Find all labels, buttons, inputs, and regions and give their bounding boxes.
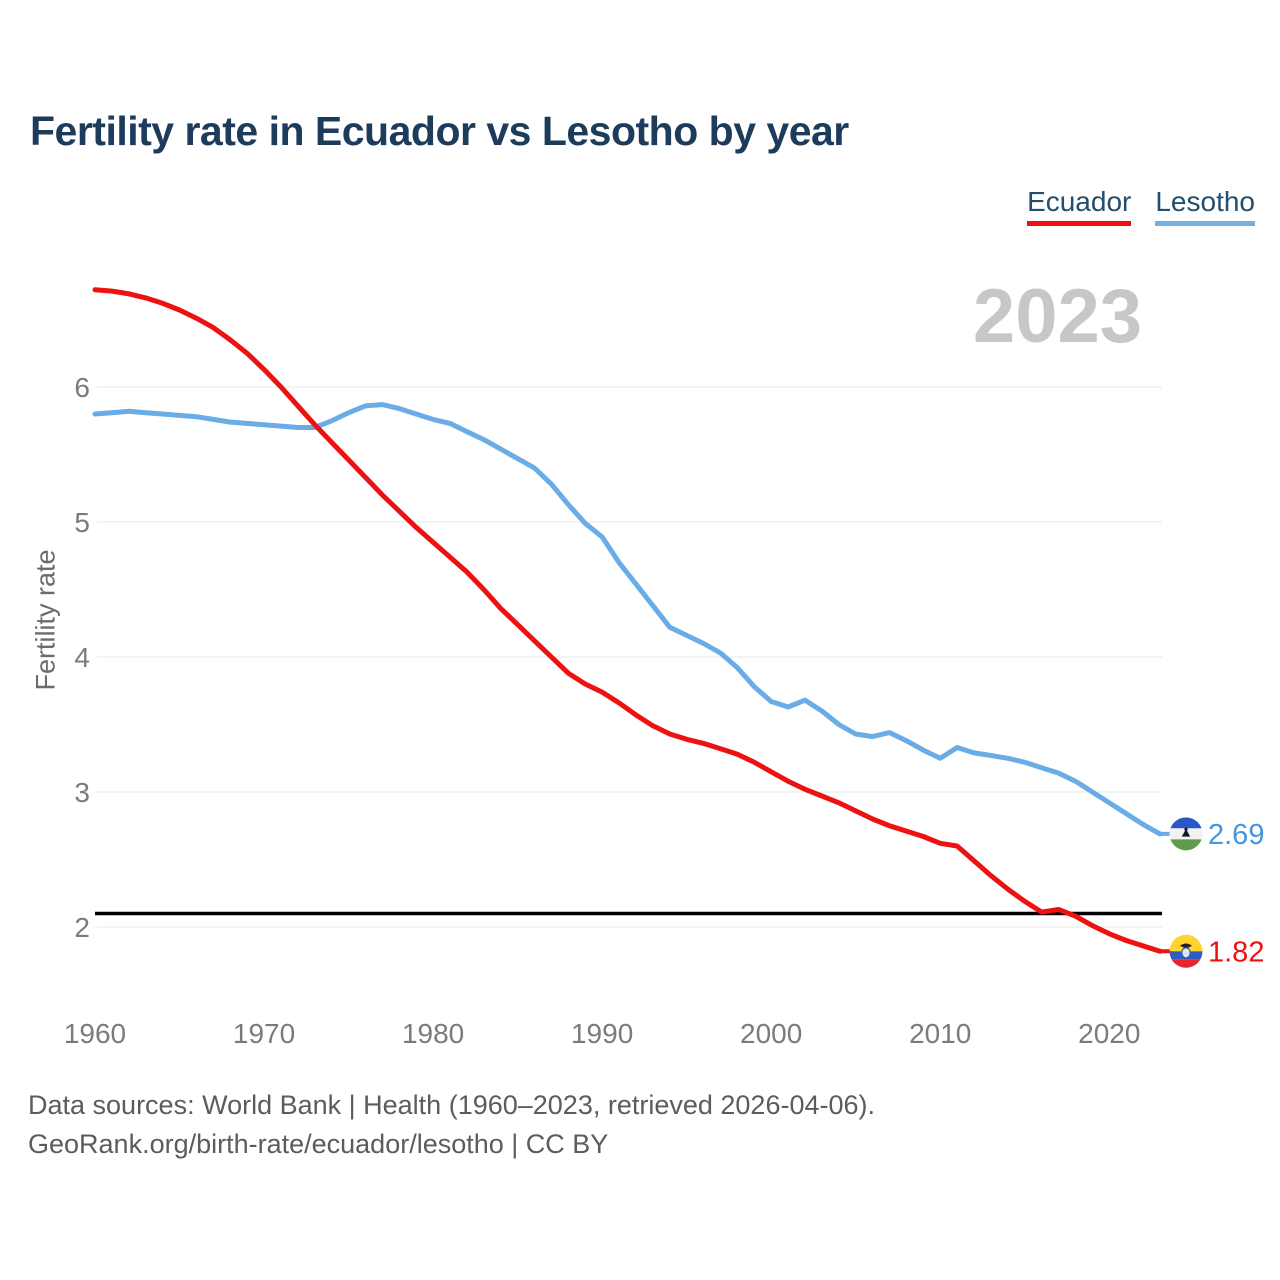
y-tick-6: 6	[74, 372, 90, 403]
footer: Data sources: World Bank | Health (1960–…	[28, 1086, 875, 1164]
x-tick-1970: 1970	[233, 1018, 295, 1049]
ecuador-flag-icon	[1169, 934, 1203, 968]
y-tick-5: 5	[74, 507, 90, 538]
ecuador-end-value: 1.82	[1208, 936, 1264, 968]
y-tick-4: 4	[74, 642, 90, 673]
x-tick-2000: 2000	[740, 1018, 802, 1049]
series-line-lesotho[interactable]	[92, 402, 1163, 837]
y-axis-title: Fertility rate	[30, 549, 61, 691]
legend: Ecuador Lesotho	[1027, 186, 1255, 226]
legend-item-ecuador[interactable]: Ecuador	[1027, 186, 1132, 226]
footer-attribution-line: GeoRank.org/birth-rate/ecuador/lesotho |…	[28, 1129, 609, 1160]
page-title: Fertility rate in Ecuador vs Lesotho by …	[30, 108, 849, 154]
x-tick-2010: 2010	[909, 1018, 971, 1049]
y-tick-2: 2	[74, 912, 90, 943]
series-layer	[92, 287, 1173, 954]
legend-swatch-lesotho	[1155, 221, 1255, 226]
legend-item-lesotho[interactable]: Lesotho	[1155, 186, 1255, 226]
lesotho-end-value: 2.69	[1208, 819, 1264, 851]
series-line-ecuador[interactable]	[92, 287, 1163, 954]
legend-label-ecuador: Ecuador	[1027, 186, 1132, 217]
legend-label-lesotho: Lesotho	[1155, 186, 1255, 217]
watermark-year: 2023	[973, 274, 1142, 359]
x-tick-2020: 2020	[1078, 1018, 1140, 1049]
x-tick-1980: 1980	[402, 1018, 464, 1049]
x-tick-1960: 1960	[64, 1018, 126, 1049]
footer-sources-line: Data sources: World Bank | Health (1960–…	[28, 1090, 875, 1120]
x-tick-1990: 1990	[571, 1018, 633, 1049]
lesotho-flag-icon	[1169, 817, 1203, 851]
legend-swatch-ecuador	[1027, 221, 1132, 226]
grid-layer: 2 3 4 5 6 1960 1970 1980 1990 2000 2010 2020	[64, 372, 1162, 1049]
y-tick-3: 3	[74, 777, 90, 808]
